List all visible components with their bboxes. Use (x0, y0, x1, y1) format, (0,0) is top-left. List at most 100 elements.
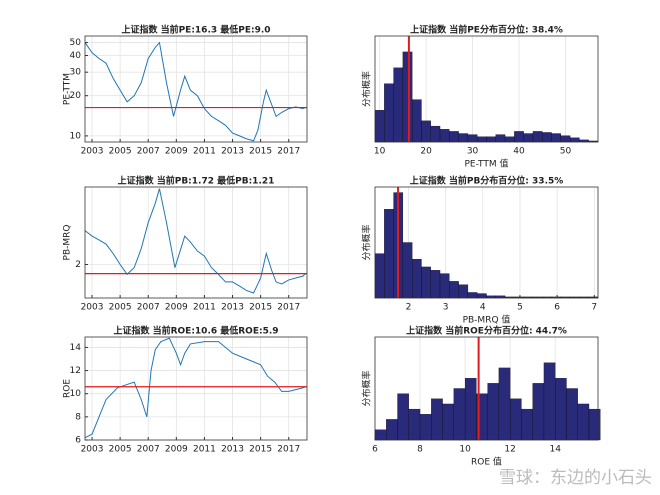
histogram-bar (386, 419, 398, 441)
x-tick-label: 20 (420, 147, 432, 157)
histogram-bar (477, 136, 487, 143)
histogram-bar (430, 270, 441, 299)
histogram-bar (402, 242, 413, 299)
x-tick-label: 2009 (165, 303, 188, 313)
histogram-bar (532, 131, 543, 143)
x-tick-label: 50 (560, 147, 572, 157)
histogram-bar (384, 83, 394, 143)
y-tick-label: 8 (75, 412, 81, 422)
plot-frame (374, 35, 599, 143)
chart-title: 上证指数 当前PB:1.72 最低PB:1.21 (118, 175, 275, 187)
histogram-bar (464, 378, 477, 441)
x-tick-label: 2009 (165, 147, 188, 157)
histogram-bar (408, 408, 421, 441)
x-tick-label: 2009 (165, 445, 188, 455)
y-axis-label: ROE (63, 379, 73, 398)
histogram-bar (449, 281, 459, 299)
histogram-bar (421, 120, 431, 143)
chart-title: 上证指数 当前PE分布百分位: 38.4% (410, 24, 563, 36)
plot-area (85, 337, 307, 440)
x-tick-label: 2011 (193, 303, 216, 313)
y-axis-label: PE-TTM (63, 73, 73, 105)
histogram-bar (487, 383, 500, 441)
histogram-bar (504, 136, 515, 143)
y-tick-label: 10 (70, 389, 82, 399)
x-tick-label: 2005 (109, 147, 132, 157)
x-tick-label: 2017 (277, 303, 300, 313)
histogram-bar (374, 429, 387, 441)
x-tick-label: 2015 (249, 445, 272, 455)
histogram-bar (495, 134, 506, 143)
x-tick-label: 2007 (137, 303, 160, 313)
histogram-bar (374, 253, 385, 299)
chart-title: 上证指数 当前ROE:10.6 最低ROE:5.9 (113, 325, 278, 337)
x-tick-label: 2 (406, 303, 412, 313)
histogram-bar (577, 403, 590, 441)
y-axis-label: 分布概率 (361, 224, 373, 260)
x-tick-label: 2007 (137, 445, 160, 455)
histogram-bar (542, 132, 552, 143)
histogram-bar (458, 284, 469, 299)
x-tick-label: 2011 (193, 445, 216, 455)
y-tick-label: 2 (75, 260, 81, 270)
histogram-bar (588, 408, 601, 441)
x-tick-label: 7 (591, 303, 597, 313)
x-tick-label: 2003 (81, 147, 104, 157)
histogram-bar (431, 398, 443, 441)
histogram-bar (551, 133, 561, 143)
y-tick-label: 6 (75, 436, 81, 446)
x-tick-label: 40 (513, 147, 525, 157)
x-tick-label: 6 (372, 445, 378, 455)
plot-frame (374, 186, 599, 299)
histogram-bar (397, 393, 409, 441)
histogram-bar (439, 129, 450, 143)
histogram-bar (532, 383, 545, 441)
y-axis-label: 分布概率 (361, 71, 373, 107)
x-tick-label: 2013 (221, 303, 244, 313)
histogram-bar (412, 258, 422, 299)
histogram-bar (467, 134, 478, 143)
histogram-bar (439, 273, 450, 299)
x-tick-label: 12 (504, 445, 515, 455)
histogram-bar (555, 378, 567, 441)
plot-frame (374, 336, 599, 441)
x-tick-label: 2003 (81, 303, 104, 313)
watermark: 雪球：东边的小石头 (499, 468, 652, 488)
data-line (84, 188, 306, 294)
histogram-bar (453, 388, 466, 441)
histogram-bar (566, 388, 578, 441)
x-axis-label: PE-TTM 值 (465, 158, 509, 170)
x-tick-label: 2013 (221, 445, 244, 455)
chart-title: 上证指数 当前ROE分布百分位: 44.7% (406, 325, 567, 337)
y-tick-label: 14 (70, 343, 82, 353)
y-axis-label: 分布概率 (361, 370, 373, 406)
x-tick-label: 2015 (249, 303, 272, 313)
chart-title: 上证指数 当前PE:16.3 最低PE:9.0 (121, 24, 270, 36)
plot-frame (84, 35, 308, 143)
x-tick-label: 2015 (249, 147, 272, 157)
x-tick-label: 2013 (221, 147, 244, 157)
histogram-bar (442, 403, 454, 441)
y-axis-label: PB-MRQ (63, 225, 73, 261)
x-tick-label: 10 (459, 445, 471, 455)
y-tick-label: 30 (70, 68, 82, 78)
x-tick-label: 2007 (137, 147, 160, 157)
x-tick-label: 2005 (109, 303, 132, 313)
histogram-bar (430, 125, 441, 143)
y-tick-label: 10 (70, 131, 82, 141)
x-axis-label: ROE 值 (471, 456, 502, 468)
histogram-bar (419, 414, 432, 441)
histogram-bar (569, 137, 580, 143)
x-tick-label: 14 (549, 445, 561, 455)
histogram-bar (393, 67, 404, 143)
x-tick-label: 30 (467, 147, 479, 157)
histogram-bar (374, 110, 385, 143)
plot-frame (84, 336, 308, 441)
plot-frame (84, 186, 308, 299)
y-tick-label: 12 (70, 366, 81, 376)
x-tick-label: 4 (480, 303, 486, 313)
histogram-bar (521, 408, 533, 441)
histogram-bar (467, 292, 478, 299)
histogram-bar (384, 209, 394, 299)
